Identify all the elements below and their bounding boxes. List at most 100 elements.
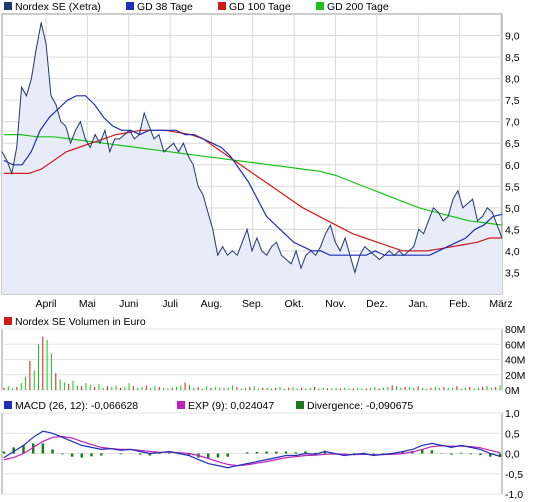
gd200-point: [3, 134, 5, 136]
price-point: [114, 138, 116, 140]
volume-y-tick-label: 80M: [505, 324, 525, 336]
price-point: [251, 250, 253, 252]
gd38-point: [474, 229, 476, 230]
price-y-axis: 3,5 4,0 4,5 5,0 5,5 6,0 6,5 7,0 7,5 8,0 8,5 9,0: [505, 31, 520, 280]
gd100-point: [451, 246, 453, 248]
gd38-point: [293, 241, 295, 243]
macd-point: [344, 455, 345, 456]
price-point: [21, 86, 22, 88]
macd-point: [363, 453, 365, 454]
gd38-point: [257, 198, 258, 200]
gd38-point: [320, 250, 322, 252]
macd-point: [353, 453, 355, 455]
price-point: [119, 138, 120, 140]
price-y-tick-label: 4,5: [505, 224, 520, 236]
price-area-fill: [2, 22, 502, 294]
price-point: [40, 22, 42, 23]
exp-point: [198, 455, 199, 456]
exp-point: [217, 461, 219, 462]
gd38-point: [202, 138, 204, 140]
macd-point: [168, 451, 170, 452]
exp-point: [23, 453, 24, 454]
gd200-point: [451, 216, 453, 217]
price-point: [330, 224, 331, 226]
gd200-point: [385, 194, 387, 196]
gd100-point: [289, 198, 291, 200]
macd-point: [120, 449, 122, 451]
price-point: [325, 233, 326, 235]
gd100-point: [352, 233, 353, 235]
gd100-point: [215, 147, 217, 148]
gd100-point: [476, 241, 478, 243]
x-tick-label-sep: Sep.: [242, 298, 264, 310]
price-point: [418, 229, 420, 230]
gd100-point: [339, 226, 341, 228]
price-point: [403, 254, 405, 256]
exp-point: [421, 449, 423, 450]
price-point: [84, 138, 86, 140]
price-legend: Nordex SE (Xetra) GD 38 Tage GD 100 Tage…: [4, 1, 389, 13]
price-point: [241, 241, 243, 243]
macd-point: [42, 430, 44, 432]
legend-swatch-volume: [4, 317, 12, 325]
gd100-point: [252, 173, 254, 174]
price-point: [227, 254, 228, 256]
gd100-point: [489, 237, 490, 239]
gd38-point: [21, 164, 23, 166]
macd-line: [3, 430, 501, 469]
price-point: [496, 224, 498, 226]
macd-point: [256, 461, 258, 462]
legend-label-price: Nordex SE (Xetra): [15, 1, 101, 13]
exp-point: [256, 462, 258, 464]
gd38-point: [175, 129, 177, 131]
price-point: [486, 207, 488, 209]
gd200-point: [269, 164, 270, 166]
gd38-point: [239, 168, 240, 170]
exp-point: [412, 451, 413, 453]
gd38-point: [94, 104, 95, 105]
exp-point: [285, 457, 287, 458]
gd100-point: [115, 134, 117, 136]
price-point: [75, 129, 76, 131]
macd-point: [52, 432, 53, 434]
price-point: [109, 151, 111, 153]
gd100-point: [277, 190, 279, 192]
price-y-tick-label: 6,0: [505, 160, 520, 172]
price-point: [168, 147, 170, 148]
exp-point: [52, 436, 53, 438]
gd100-point: [16, 173, 17, 174]
price-point: [153, 138, 155, 140]
macd-grid: [2, 412, 502, 495]
gd200-point: [70, 138, 71, 140]
exp-point: [451, 445, 452, 447]
price-point: [501, 237, 503, 239]
exp-point: [402, 453, 404, 454]
macd-y-axis: -1,0 -0,5 0,0 0,5 1,0: [505, 408, 523, 501]
price-point: [334, 241, 336, 243]
price-point: [477, 220, 478, 222]
volume-grid: [2, 328, 502, 391]
price-point: [428, 220, 429, 222]
x-tick-label-dez: Dez.: [366, 298, 388, 310]
price-point: [222, 246, 224, 248]
gd38-point: [411, 254, 412, 256]
gd38-point: [130, 129, 132, 131]
legend-label-gd100: GD 100 Tage: [229, 1, 291, 13]
macd-point: [392, 453, 394, 454]
gd200-point: [352, 181, 353, 183]
price-point: [354, 272, 356, 273]
volume-y-tick-label: 60M: [505, 339, 525, 351]
macd-panel: MACD (26, 12): -0,066628 EXP (9): 0,0240…: [1, 400, 523, 501]
price-point: [187, 155, 189, 157]
macd-point: [13, 451, 15, 452]
macd-point: [314, 453, 316, 455]
price-point: [232, 250, 233, 252]
price-point: [491, 211, 493, 213]
macd-point: [91, 447, 92, 448]
gd100-point: [314, 213, 316, 215]
gd200-point: [319, 170, 320, 172]
price-point: [482, 216, 483, 217]
macd-point: [178, 453, 180, 454]
macd-y-tick-label: -1,0: [505, 489, 523, 501]
